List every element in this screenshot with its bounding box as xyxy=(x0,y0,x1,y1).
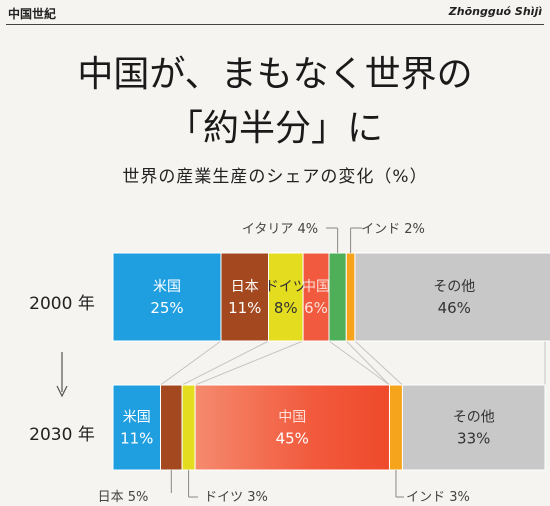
connector-line xyxy=(160,340,222,386)
bar-value-label: 33% xyxy=(457,430,490,448)
title-line-2: 「約半分」に xyxy=(166,108,383,149)
row-label: 2030 年 xyxy=(29,425,95,445)
bar-segment xyxy=(388,384,403,471)
bar-series-label: 米国 xyxy=(153,279,181,295)
bar-segment xyxy=(112,384,162,471)
bar-segment xyxy=(345,252,356,342)
connector-line xyxy=(328,340,390,386)
bar-segment xyxy=(160,384,183,471)
bar-value-label: 25% xyxy=(150,299,183,317)
bar-value-label: 8% xyxy=(274,299,298,317)
connector-line xyxy=(345,340,390,386)
bar-value-label: 6% xyxy=(304,299,328,317)
bar-series-label: ドイツ xyxy=(265,279,307,295)
bar-segment xyxy=(328,252,347,342)
page-title: 中国が、まもなく世界の 「約半分」に xyxy=(0,48,550,156)
bar-value-label: 46% xyxy=(438,299,471,317)
callout-india-2000: インド 2% xyxy=(361,222,425,237)
bar-series-label: その他 xyxy=(453,410,495,426)
top-bar: 中国世紀 Zhōngguó Shìjì xyxy=(6,0,544,25)
bar-segment xyxy=(354,252,550,342)
bar-segment xyxy=(194,384,390,471)
callout-germany: ドイツ 3% xyxy=(204,490,268,505)
bar-value-label: 45% xyxy=(276,430,309,448)
bar-value-label: 11% xyxy=(120,430,153,448)
bar-series-label: 中国 xyxy=(278,410,306,426)
bar-series-label: その他 xyxy=(433,279,475,295)
connector-line xyxy=(354,340,403,386)
connector-line xyxy=(181,340,269,386)
callout-india-2030: インド 3% xyxy=(406,490,470,505)
bar-segment xyxy=(401,384,546,471)
bar-segment xyxy=(220,252,270,342)
bar-segment xyxy=(112,252,222,342)
down-arrow-head xyxy=(56,385,68,398)
section-label-romanized: Zhōngguó Shìjì xyxy=(448,5,542,18)
bar-series-label: 米国 xyxy=(123,410,151,426)
chart-subtitle: 世界の産業生産のシェアの変化（%） xyxy=(122,167,428,187)
bar-segment xyxy=(302,252,330,342)
section-label: 中国世紀 xyxy=(8,7,57,21)
callout-italy: イタリア 4% xyxy=(242,222,318,237)
bar-value-label: 11% xyxy=(228,299,261,317)
connector-line xyxy=(194,340,304,386)
title-line-1: 中国が、まもなく世界の xyxy=(77,54,473,95)
row-label: 2000 年 xyxy=(29,294,95,314)
bar-series-label: 日本 xyxy=(231,279,259,295)
bar-series-label: 中国 xyxy=(302,279,330,295)
bar-segment xyxy=(181,384,196,471)
callout-japan: 日本 5% xyxy=(98,490,149,505)
bar-segment xyxy=(268,252,304,342)
